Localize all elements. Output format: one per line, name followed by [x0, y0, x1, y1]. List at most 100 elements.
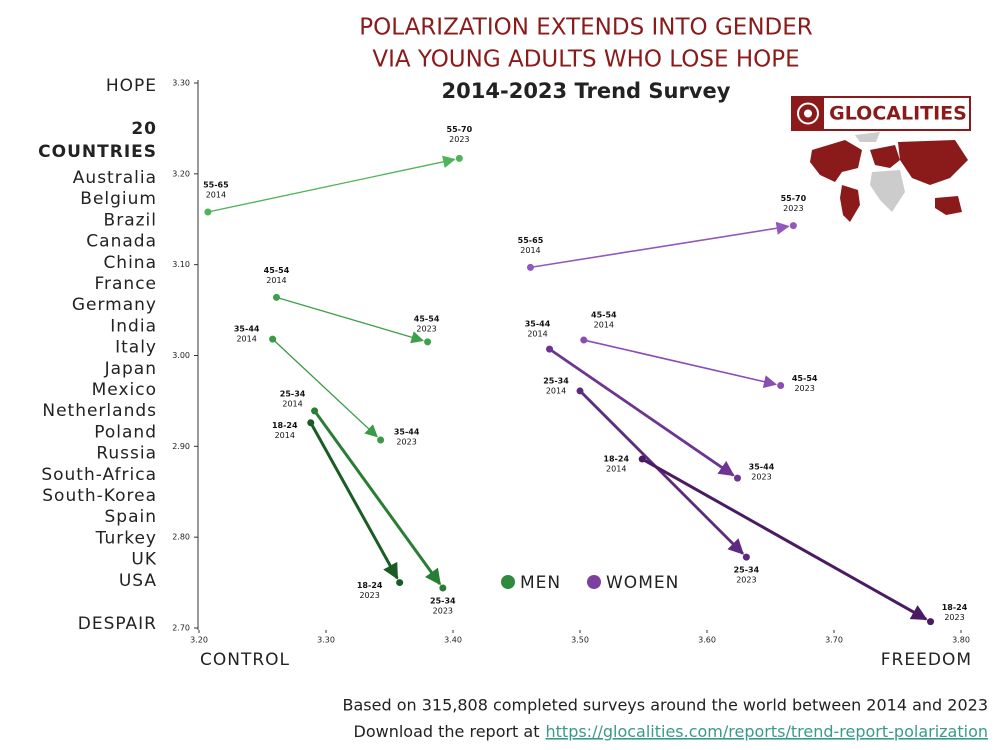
point-year: 2014 — [282, 399, 302, 408]
country-label: USA — [119, 571, 157, 591]
data-point — [576, 387, 584, 395]
trend-arrow — [641, 457, 928, 621]
country-label: Brazil — [104, 210, 157, 230]
x-right-label: FREEDOM — [881, 650, 972, 670]
point-year: 2014 — [520, 246, 540, 255]
map-africa — [870, 170, 905, 212]
country-label: China — [103, 253, 157, 273]
data-point — [742, 553, 750, 561]
point-label: 35-44 — [749, 463, 775, 472]
chart-subtitle: 2014-2023 Trend Survey — [442, 79, 731, 103]
point-year: 2023 — [433, 607, 453, 616]
trend-arrow — [583, 339, 778, 389]
country-label: Spain — [105, 507, 158, 527]
footer: Based on 315,808 completed surveys aroun… — [342, 696, 988, 715]
x-tick-label: 3.50 — [571, 636, 589, 645]
point-label: 55-70 — [447, 125, 473, 134]
data-point — [204, 208, 212, 216]
countries-heading: 20 — [131, 119, 157, 139]
data-point — [269, 335, 277, 343]
trend-arrow — [313, 410, 442, 586]
point-year: 2023 — [783, 204, 803, 213]
trend-arrow — [579, 389, 744, 555]
point-label: 35-44 — [525, 320, 551, 329]
data-point — [424, 338, 432, 346]
point-year: 2023 — [416, 324, 436, 333]
legend-label: MEN — [520, 573, 561, 593]
point-label: 25-34 — [280, 389, 306, 398]
data-point — [638, 455, 646, 463]
point-year: 2014 — [546, 386, 566, 395]
point-label: 45-54 — [591, 311, 617, 320]
data-point — [927, 618, 935, 626]
point-label: 18-24 — [603, 455, 629, 464]
point-label: 45-54 — [792, 374, 818, 383]
point-year: 2023 — [359, 591, 379, 600]
data-point — [580, 336, 588, 344]
point-label: 25-34 — [543, 376, 569, 385]
point-year: 2014 — [275, 431, 295, 440]
point-year: 2023 — [736, 576, 756, 585]
point-year: 2014 — [606, 465, 626, 474]
data-point — [311, 407, 319, 415]
download-link[interactable]: https://glocalities.com/reports/trend-re… — [546, 722, 989, 741]
x-tick-label: 3.70 — [825, 636, 843, 645]
data-point — [777, 381, 785, 389]
point-label: 25-34 — [734, 566, 760, 575]
x-tick-label: 3.80 — [952, 636, 970, 645]
country-label: Mexico — [92, 380, 157, 400]
country-label: South-Korea — [42, 486, 157, 506]
point-label: 35-44 — [234, 325, 260, 334]
country-label: UK — [131, 550, 157, 570]
data-point — [546, 345, 554, 353]
map-europe — [870, 145, 900, 168]
y-tick-label: 2.80 — [172, 533, 190, 542]
trend-arrow — [548, 347, 735, 477]
trend-arrow — [272, 338, 378, 438]
point-year: 2023 — [944, 613, 964, 622]
map-south-america — [840, 185, 860, 222]
country-label: South-Africa — [41, 465, 157, 485]
point-year: 2014 — [594, 321, 614, 330]
trend-arrow — [530, 221, 790, 269]
country-label: Japan — [104, 359, 157, 379]
x-tick-label: 3.40 — [444, 636, 462, 645]
y-tick-label: 3.20 — [172, 169, 190, 178]
logo-text: GLOCALITIES — [829, 103, 967, 125]
point-label: 55-70 — [781, 194, 807, 203]
country-label: Germany — [72, 295, 157, 315]
point-label: 55-65 — [518, 236, 544, 245]
trend-arrow — [309, 421, 399, 580]
point-label: 18-24 — [357, 581, 383, 590]
country-label: Russia — [96, 444, 157, 464]
point-year: 2014 — [266, 276, 286, 285]
point-label: 45-54 — [264, 266, 290, 275]
country-label: Poland — [94, 422, 157, 442]
map-asia — [898, 140, 968, 185]
x-tick-label: 3.20 — [190, 636, 208, 645]
chart-title: VIA YOUNG ADULTS WHO LOSE HOPE — [372, 47, 799, 73]
point-label: 18-24 — [942, 603, 968, 612]
map-australia — [935, 196, 962, 215]
data-point — [455, 154, 463, 162]
point-label: 45-54 — [414, 314, 440, 323]
data-point — [272, 293, 280, 301]
y-tick-label: 3.10 — [172, 260, 190, 269]
y-tick-label: 2.70 — [172, 624, 190, 633]
download-text: Download the report at — [354, 722, 540, 741]
point-year: 2014 — [236, 335, 256, 344]
point-year: 2023 — [794, 384, 814, 393]
country-label: Turkey — [95, 528, 157, 548]
y-bottom-label: DESPAIR — [78, 614, 157, 634]
logo: GLOCALITIES — [791, 96, 971, 131]
country-label: Italy — [115, 338, 157, 358]
point-label: 35-44 — [394, 427, 420, 436]
y-top-label: HOPE — [106, 76, 157, 96]
country-label: France — [94, 274, 157, 294]
country-label: India — [110, 316, 157, 336]
map-north-america — [810, 140, 862, 182]
data-point — [439, 584, 447, 592]
x-tick-label: 3.30 — [317, 636, 335, 645]
trend-arrow — [207, 155, 456, 213]
legend-marker — [501, 575, 515, 589]
